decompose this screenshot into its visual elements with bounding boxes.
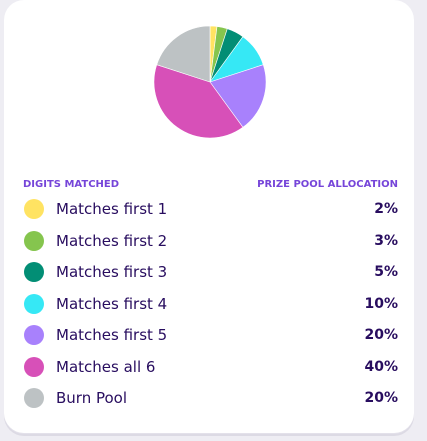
allocation-row-first-1: Matches first 1 2%: [23, 195, 398, 227]
row-percent: 40%: [364, 358, 398, 375]
allocation-row-first-4: Matches first 4 10%: [23, 290, 398, 322]
row-label: Matches first 2: [56, 231, 168, 250]
row-label: Burn Pool: [56, 389, 128, 407]
prize-allocation-card: DIGITS MATCHED PRIZE POOL ALLOCATION Mat…: [4, 0, 414, 433]
row-label: Matches first 3: [56, 263, 168, 281]
prize-pool-pie-chart: [152, 24, 268, 140]
color-dot-icon: [24, 230, 44, 251]
prize-pool-allocation-header: PRIZE POOL ALLOCATION: [257, 179, 398, 190]
row-percent: 3%: [374, 232, 398, 249]
allocation-row-first-2: Matches first 2 3%: [23, 227, 398, 259]
allocation-list: Matches first 1 2% Matches first 2 3% Ma…: [23, 195, 398, 416]
pie-slice-burn-pool: [156, 25, 211, 83]
row-percent: 20%: [364, 327, 398, 343]
pie-slice-matches-all-6: [153, 64, 244, 139]
row-label: Matches first 1: [56, 200, 168, 218]
allocation-row-all-6: Matches all 6 40%: [23, 353, 398, 385]
allocation-row-burn-pool: Burn Pool 20%: [23, 384, 398, 416]
color-dot-icon: [24, 388, 44, 408]
row-percent: 20%: [364, 390, 398, 406]
pie-slice-matches-first-5: [209, 64, 267, 128]
color-dot-icon: [24, 199, 44, 219]
allocation-row-first-5: Matches first 5 20%: [23, 321, 398, 353]
row-label: Matches first 5: [56, 326, 168, 344]
row-percent: 5%: [374, 264, 398, 280]
row-percent: 2%: [374, 201, 398, 217]
row-label: Matches first 4: [56, 294, 168, 313]
allocation-row-first-3: Matches first 3 5%: [23, 258, 398, 290]
color-dot-icon: [24, 262, 44, 282]
digits-matched-header: DIGITS MATCHED: [23, 179, 120, 190]
color-dot-icon: [24, 325, 44, 345]
table-header: DIGITS MATCHED PRIZE POOL ALLOCATION: [23, 179, 398, 193]
row-percent: 10%: [364, 295, 398, 312]
color-dot-icon: [24, 356, 44, 377]
pie-svg: [153, 25, 267, 139]
row-label: Matches all 6: [56, 357, 156, 376]
color-dot-icon: [24, 293, 44, 314]
